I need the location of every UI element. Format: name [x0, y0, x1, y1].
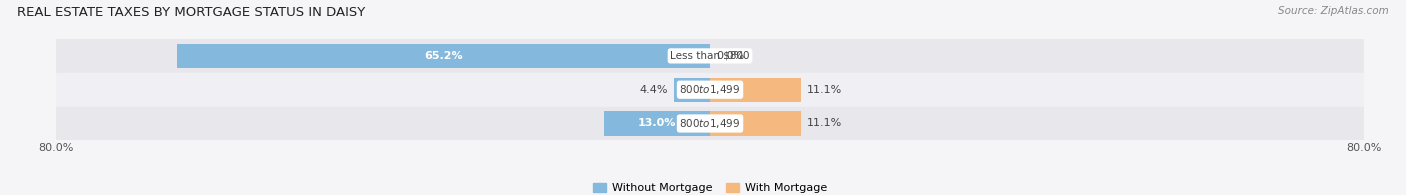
Bar: [673, 78, 710, 102]
Legend: Without Mortgage, With Mortgage: Without Mortgage, With Mortgage: [589, 178, 831, 195]
Bar: [710, 111, 801, 136]
Text: Less than $800: Less than $800: [671, 51, 749, 61]
Bar: [56, 73, 1364, 107]
Text: $800 to $1,499: $800 to $1,499: [679, 117, 741, 130]
Bar: [603, 111, 710, 136]
Text: Source: ZipAtlas.com: Source: ZipAtlas.com: [1278, 6, 1389, 16]
Text: $800 to $1,499: $800 to $1,499: [679, 83, 741, 96]
Text: 65.2%: 65.2%: [425, 51, 463, 61]
Bar: [710, 78, 801, 102]
Text: 11.1%: 11.1%: [807, 85, 842, 95]
Text: 13.0%: 13.0%: [638, 119, 676, 129]
Text: REAL ESTATE TAXES BY MORTGAGE STATUS IN DAISY: REAL ESTATE TAXES BY MORTGAGE STATUS IN …: [17, 6, 366, 19]
Text: 4.4%: 4.4%: [640, 85, 668, 95]
Bar: [56, 39, 1364, 73]
Bar: [177, 44, 710, 68]
Text: 11.1%: 11.1%: [807, 119, 842, 129]
Text: 0.0%: 0.0%: [717, 51, 745, 61]
Bar: [56, 107, 1364, 140]
